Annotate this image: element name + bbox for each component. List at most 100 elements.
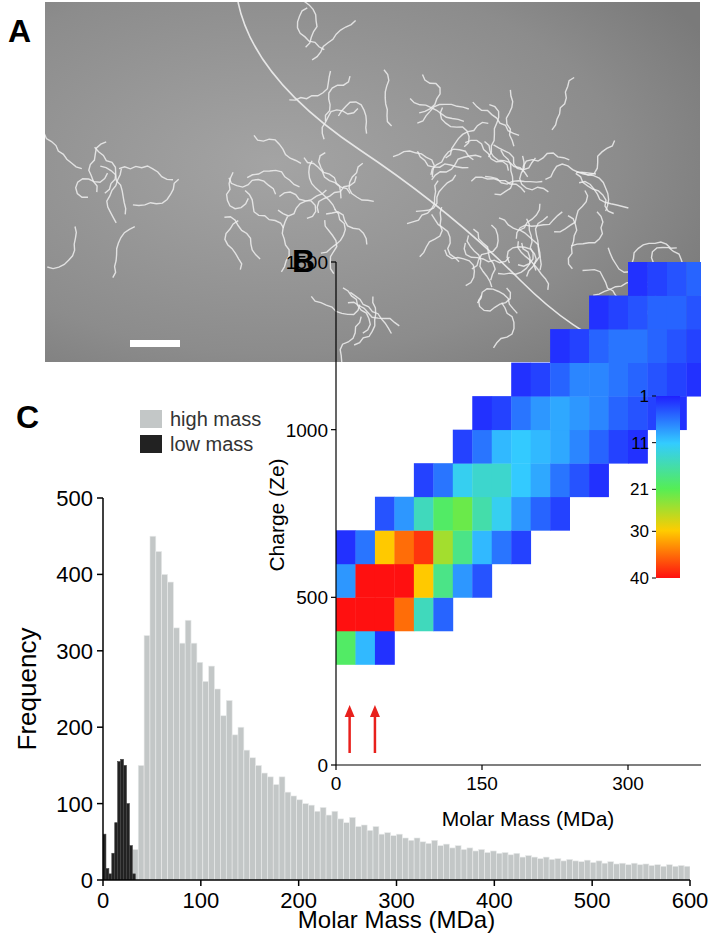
heatmap-cell [394, 564, 414, 598]
x-tick [494, 880, 496, 886]
histogram-bar [596, 861, 602, 880]
fibril [312, 21, 356, 60]
histogram-bar [408, 840, 414, 880]
heatmap-cell [589, 296, 609, 330]
fibril [445, 250, 475, 286]
x-tick [396, 880, 398, 886]
histogram-bar [473, 851, 479, 880]
histogram-bar [350, 817, 356, 880]
colorbar-tick [652, 531, 656, 532]
fibril [321, 209, 345, 253]
heatmap-cell [336, 564, 356, 598]
heatmap-cell [686, 262, 701, 296]
fibril [552, 78, 574, 130]
histogram-bar [279, 777, 285, 880]
fibril [338, 102, 366, 134]
arrow-head [345, 705, 355, 717]
histogram-bar [391, 836, 397, 880]
heatmap-cell [472, 497, 492, 531]
heatmap-cell [609, 363, 629, 397]
histogram-bar [649, 865, 655, 880]
colorbar-tick [652, 442, 656, 443]
heatmap-cell [667, 262, 687, 296]
heatmap-cell [647, 363, 667, 397]
heatmap-cell [609, 296, 629, 330]
histogram-bar [508, 855, 514, 880]
y-axis [335, 262, 336, 765]
histogram-bar [573, 861, 579, 880]
heatmap-cell [336, 530, 356, 564]
y-tick [97, 497, 103, 499]
heatmap-cell [472, 430, 492, 464]
histogram-bar [543, 857, 549, 880]
heatmap-cell [414, 497, 434, 531]
fibril [224, 217, 260, 259]
y-tick [97, 650, 103, 652]
histogram-bar [655, 865, 661, 880]
histogram-bar [514, 853, 520, 880]
legend-label: low mass [170, 433, 253, 455]
histogram-bar [678, 865, 684, 880]
heatmap-cell [433, 463, 453, 497]
histogram-bar [373, 827, 379, 880]
histogram-bar [226, 700, 232, 880]
heatmap-cell [453, 463, 473, 497]
heatmap-cell [375, 564, 395, 598]
heatmap-cell [531, 430, 551, 464]
y-tick [97, 574, 103, 576]
legend-label: high mass [170, 408, 261, 430]
heatmap-cell [667, 329, 687, 363]
heatmap-cell [355, 564, 375, 598]
histogram-bar [590, 862, 596, 880]
fibril [326, 76, 351, 121]
x-tick-label: 600 [672, 888, 709, 913]
heatmap-cell [609, 396, 629, 430]
x-axis [336, 764, 701, 765]
colorbar-tick-label: 1 [640, 387, 649, 406]
x-tick-label: 300 [612, 773, 644, 794]
y-tick [97, 726, 103, 728]
fibril [416, 175, 456, 212]
arrow-shaft [374, 715, 377, 753]
heatmap-cell [550, 396, 570, 430]
y-tick-label: 100 [56, 792, 93, 817]
y-tick-label: 500 [56, 486, 93, 511]
histogram-bar [256, 765, 262, 880]
heatmap-cell [375, 597, 395, 631]
histogram-bar [203, 681, 209, 880]
fibril [472, 225, 498, 269]
fibril [485, 141, 528, 176]
heatmap-cell [433, 530, 453, 564]
x-tick [481, 765, 482, 770]
heatmap-cell [550, 463, 570, 497]
heatmap-cell [589, 463, 609, 497]
histogram-bar [467, 848, 473, 880]
heatmap-cell [355, 530, 375, 564]
fibril [554, 191, 588, 232]
y-tick-label: 0 [81, 868, 93, 893]
heatmap-cell [511, 463, 531, 497]
histogram-bar [124, 765, 127, 880]
histogram-bar [129, 846, 132, 880]
x-tick [335, 765, 336, 770]
x-tick-label: 100 [182, 888, 219, 913]
fibril [516, 212, 562, 239]
heatmap-cell [628, 329, 648, 363]
histogram-bar [238, 727, 244, 880]
x-axis-title: Molar Mass (MDa) [442, 807, 615, 830]
fibril [485, 177, 542, 185]
y-tick [331, 429, 336, 430]
histogram-bar [661, 866, 667, 880]
panel-label: C [16, 399, 39, 435]
y-axis [102, 498, 104, 880]
fibril [440, 107, 469, 146]
heatmap-cell [511, 363, 531, 397]
histogram-bar [118, 762, 121, 880]
heatmap-cell [550, 430, 570, 464]
histogram-bar [232, 735, 238, 880]
fibril [506, 90, 514, 146]
histogram-bar [637, 865, 643, 880]
colorbar-tick-label: 21 [630, 480, 649, 499]
fibril [520, 230, 540, 277]
histogram-bar [185, 620, 191, 880]
